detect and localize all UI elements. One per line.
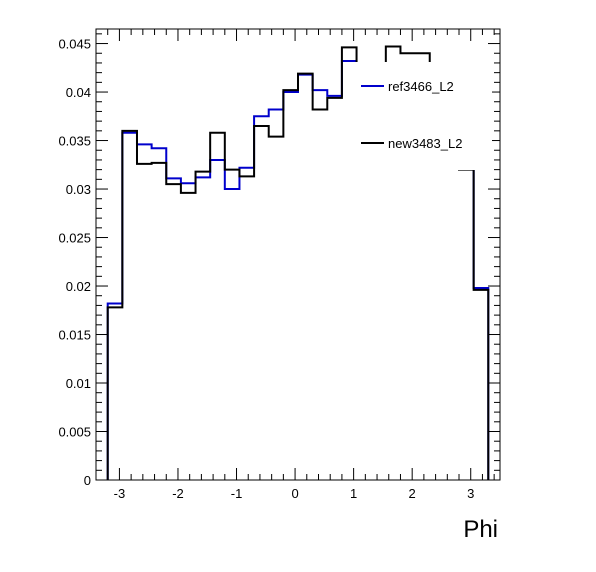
x-axis: -3 -2 -1 0 1 2 3 <box>95 29 495 501</box>
x-tick-label: -3 <box>114 486 126 501</box>
legend: ref3466_L2 new3483_L2 <box>354 62 492 170</box>
x-tick-label: 2 <box>409 486 416 501</box>
x-tick-label: -1 <box>231 486 243 501</box>
x-axis-title: Phi <box>463 516 498 543</box>
y-tick-label: 0.025 <box>58 231 91 246</box>
legend-label-new: new3483_L2 <box>388 136 462 151</box>
legend-label-ref: ref3466_L2 <box>388 79 454 94</box>
y-tick-label: 0.01 <box>66 376 91 391</box>
y-tick-label: 0.02 <box>66 279 91 294</box>
legend-box <box>354 62 492 170</box>
x-tick-label: 1 <box>350 486 357 501</box>
x-tick-label: 3 <box>467 486 474 501</box>
y-tick-label: 0.005 <box>58 425 91 440</box>
y-tick-label: 0.04 <box>66 85 91 100</box>
y-axis: 0 0.005 0.01 0.015 0.02 0.025 0.03 0.035 0.04 0.0… <box>58 33 500 488</box>
series-1-histogram <box>106 45 490 480</box>
y-tick-label: 0.045 <box>58 37 91 52</box>
y-tick-label: 0.03 <box>66 182 91 197</box>
y-tick-label: 0 <box>84 473 91 488</box>
x-tick-label: -2 <box>172 486 184 501</box>
y-tick-label: 0.015 <box>58 328 91 343</box>
y-tick-label: 0.035 <box>58 134 91 149</box>
plot-frame <box>95 28 501 481</box>
x-tick-label: 0 <box>291 486 298 501</box>
